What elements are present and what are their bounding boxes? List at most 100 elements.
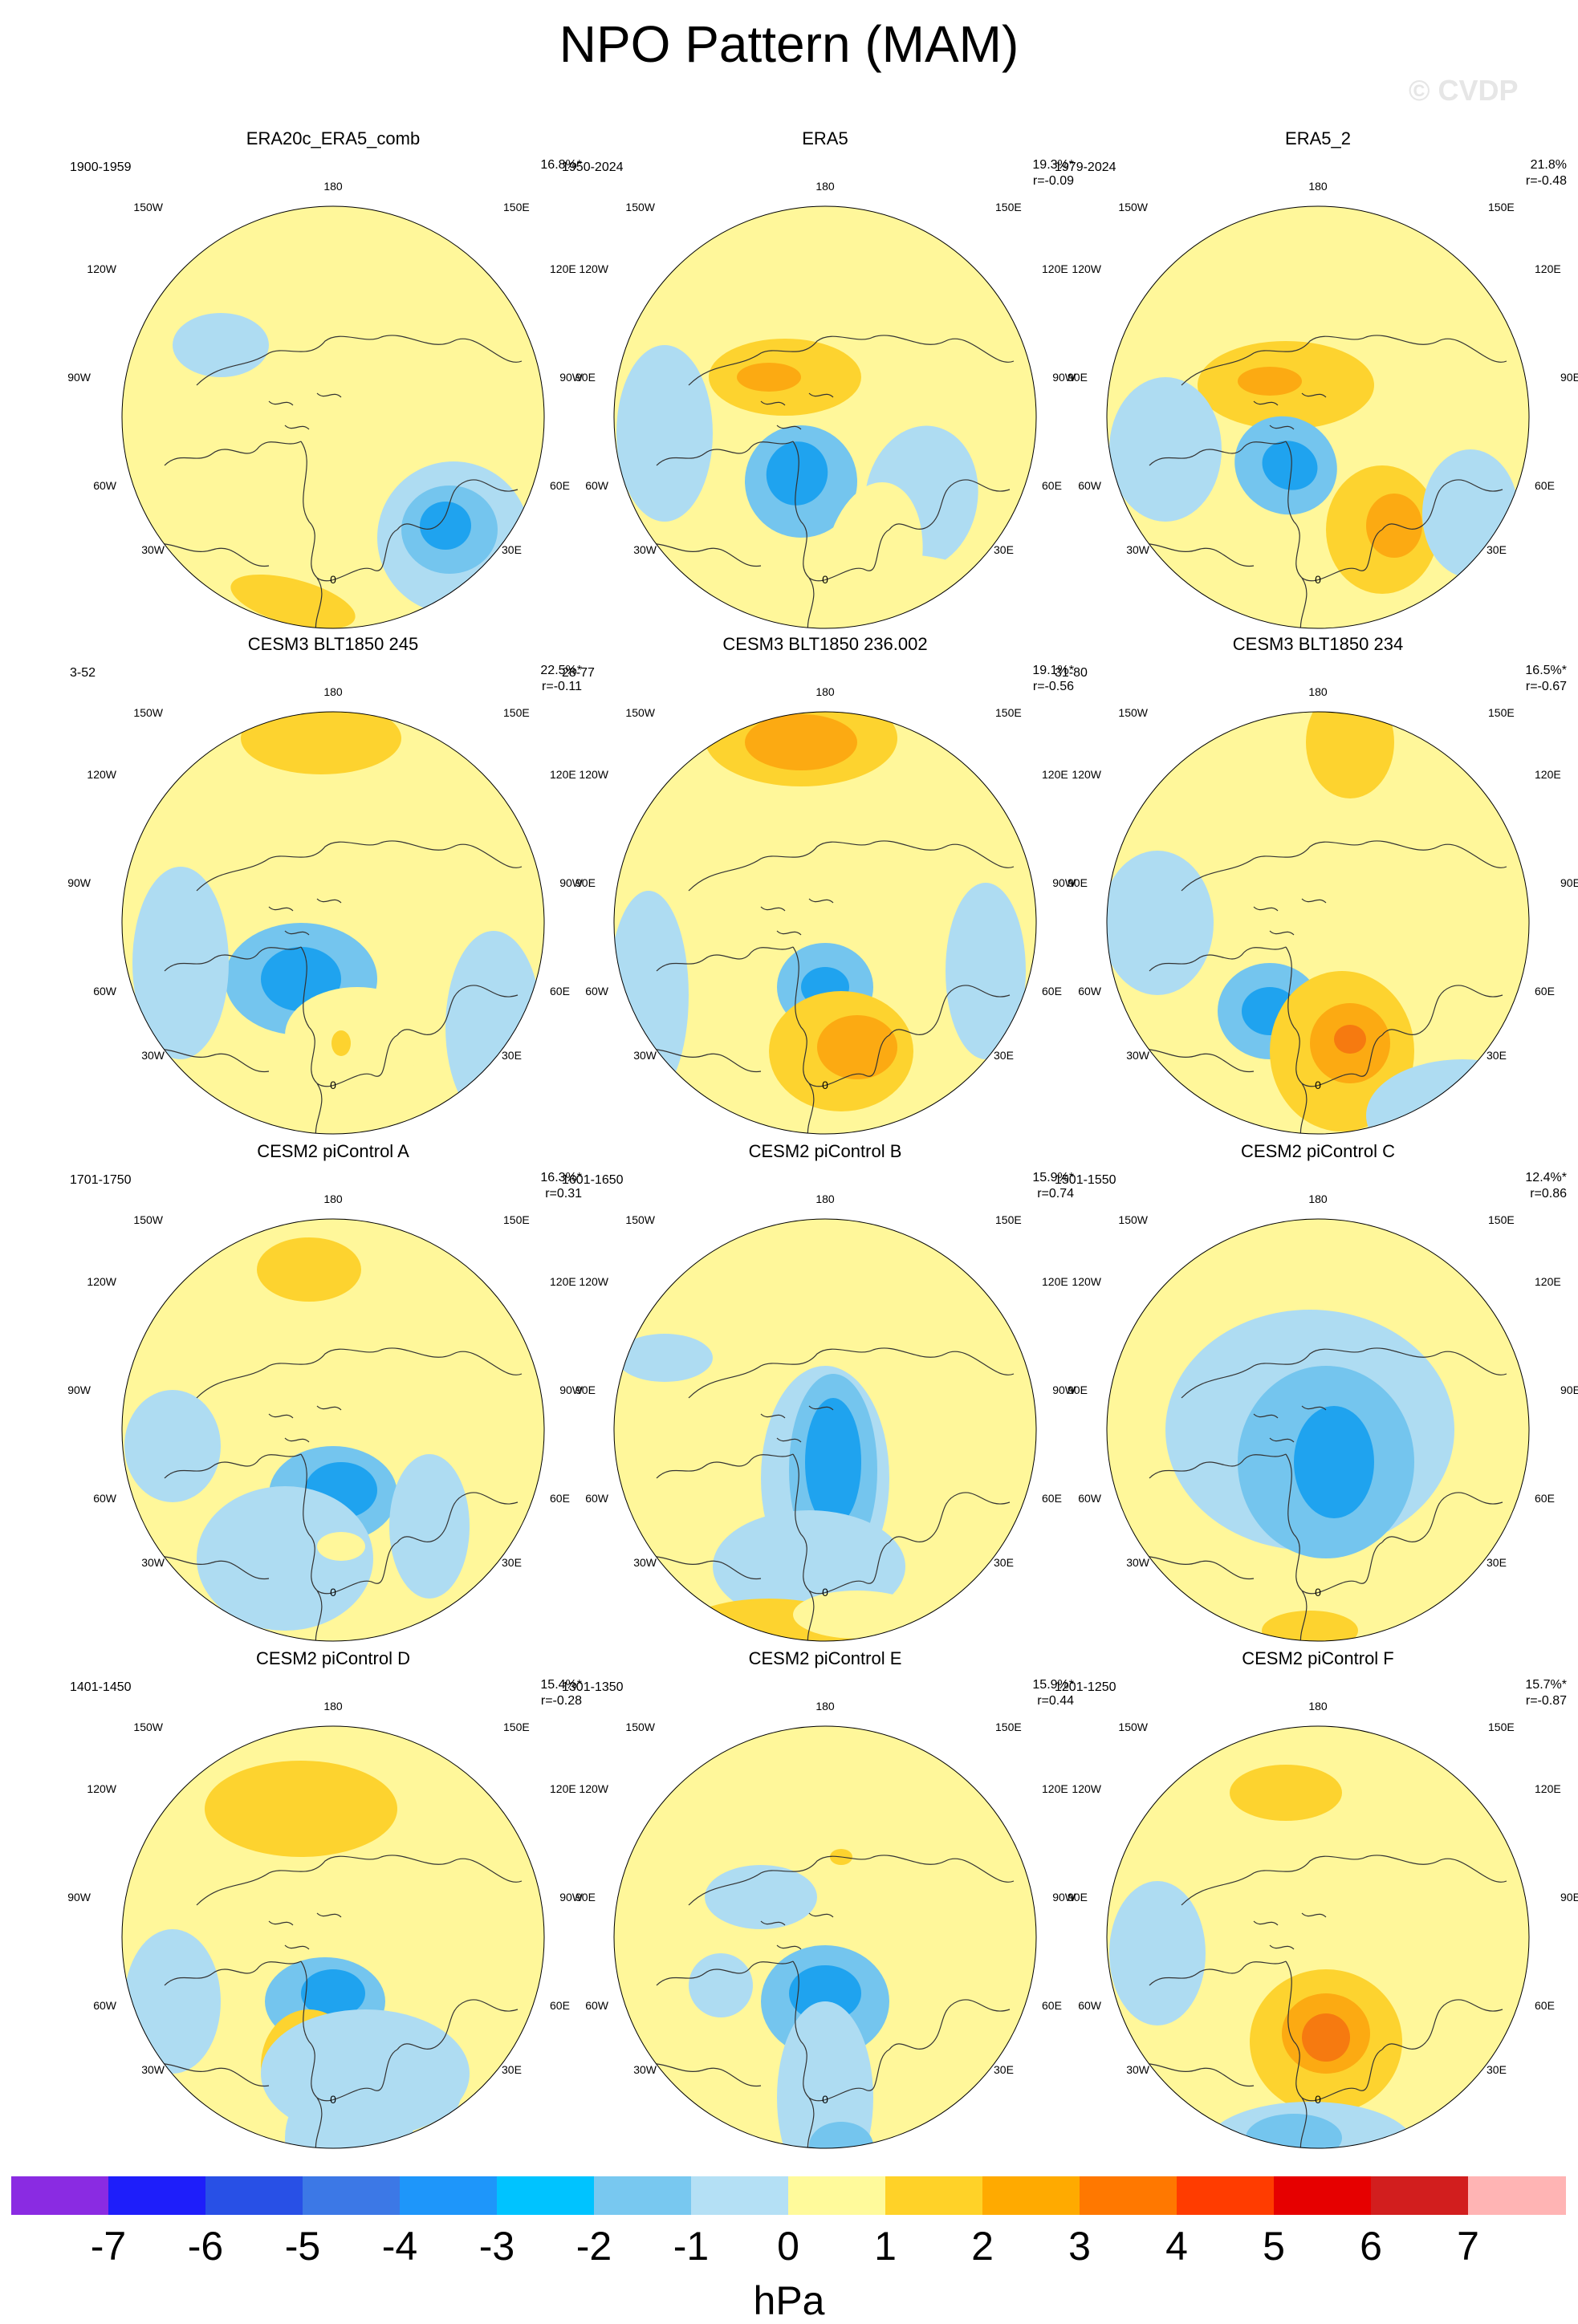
map-panel: ERA5 1950-2024 19.3%* r=-0.09 180 150W 150E 120… bbox=[559, 128, 1088, 666]
longitude-label: 150W bbox=[133, 1721, 163, 1733]
anomaly-contour bbox=[789, 1965, 861, 2021]
longitude-label: 150W bbox=[1118, 706, 1148, 719]
longitude-label: 0 bbox=[1315, 573, 1321, 586]
longitude-label: 120E bbox=[550, 262, 576, 275]
longitude-label: 120E bbox=[1535, 768, 1561, 781]
coastline bbox=[196, 335, 523, 386]
longitude-label: 60W bbox=[93, 1492, 116, 1505]
longitude-label: 90W bbox=[559, 371, 583, 384]
coastline bbox=[656, 946, 794, 972]
panel-stats: 19.3%* r=-0.09 bbox=[1032, 157, 1074, 189]
longitude-label: 30E bbox=[502, 1556, 522, 1569]
polar-map bbox=[1106, 711, 1530, 1135]
panel-stats: 15.9%* r=0.74 bbox=[1032, 1170, 1074, 1202]
colorbar-swatch bbox=[205, 2176, 303, 2215]
anomaly-contour bbox=[616, 345, 713, 522]
colorbar-tick-label: -6 bbox=[187, 2224, 224, 2269]
longitude-label: 120W bbox=[87, 1782, 116, 1795]
longitude-label: 90W bbox=[559, 876, 583, 889]
coastline bbox=[1381, 1999, 1503, 2050]
longitude-label: 30W bbox=[141, 2063, 165, 2076]
panel-title: CESM2 piControl C bbox=[1241, 1141, 1395, 1161]
longitude-label: 60E bbox=[1535, 1492, 1555, 1505]
longitude-label: 30W bbox=[141, 1556, 165, 1569]
longitude-label: 180 bbox=[1308, 1700, 1328, 1713]
longitude-label: 60W bbox=[585, 985, 608, 997]
coastline bbox=[640, 543, 762, 567]
colorbar-swatch bbox=[303, 2176, 401, 2215]
colorbar-swatch bbox=[108, 2176, 206, 2215]
panel-period: 1501-1550 bbox=[1055, 1173, 1116, 1187]
longitude-label: 180 bbox=[815, 1700, 835, 1713]
longitude-label: 180 bbox=[323, 685, 343, 698]
longitude-label: 150E bbox=[995, 201, 1022, 213]
map-border bbox=[1106, 1218, 1530, 1642]
panel-correlation: r=-0.48 bbox=[1525, 174, 1567, 188]
anomaly-contour bbox=[946, 883, 1026, 1059]
longitude-label: 150W bbox=[133, 201, 163, 213]
polar-map bbox=[613, 1725, 1037, 2149]
panel-stats: 12.4%* r=0.86 bbox=[1525, 1170, 1567, 1202]
panel-stats: 16.3%* r=0.31 bbox=[540, 1170, 582, 1202]
map-panel: CESM2 piControl C 1501-1550 12.4%* r=0.86 18… bbox=[1052, 1141, 1578, 1679]
coastline bbox=[1285, 946, 1383, 1087]
page-title: NPO Pattern (MAM) bbox=[559, 15, 1019, 73]
anomaly-contour bbox=[453, 385, 470, 401]
longitude-label: 0 bbox=[822, 2093, 828, 2106]
longitude-label: 90W bbox=[559, 1383, 583, 1396]
longitude-label: 150E bbox=[1488, 1721, 1515, 1733]
longitude-label: 90E bbox=[1068, 1383, 1088, 1396]
coastline bbox=[397, 1492, 519, 1543]
coastline bbox=[1285, 441, 1383, 582]
longitude-label: 120E bbox=[550, 1782, 576, 1795]
watermark: © CVDP bbox=[1409, 74, 1519, 107]
longitude-label: 0 bbox=[1315, 1079, 1321, 1091]
polar-map bbox=[121, 205, 545, 629]
anomaly-contour bbox=[124, 1390, 221, 1502]
longitude-label: 0 bbox=[1315, 2093, 1321, 2106]
map-panel: CESM3 BLT1850 245 3-52 22.5%* r=-0.11 180 150… bbox=[67, 634, 596, 1172]
longitude-label: 90W bbox=[67, 371, 91, 384]
coastline bbox=[1299, 1590, 1447, 1641]
longitude-label: 60E bbox=[1042, 1999, 1062, 2012]
coastline bbox=[760, 392, 834, 430]
panel-title: ERA20c_ERA5_comb bbox=[246, 128, 421, 148]
longitude-label: 180 bbox=[815, 685, 835, 698]
longitude-label: 60W bbox=[93, 1999, 116, 2012]
longitude-label: 30W bbox=[1126, 1049, 1149, 1062]
longitude-label: 90W bbox=[67, 1891, 91, 1903]
map-border bbox=[1106, 1725, 1530, 2149]
coastline bbox=[1149, 1960, 1287, 1986]
map-border bbox=[613, 1725, 1037, 2149]
coastline bbox=[688, 840, 1015, 892]
panel-title: CESM2 piControl E bbox=[748, 1648, 902, 1668]
panel-period: 1601-1650 bbox=[562, 1173, 624, 1187]
map-border bbox=[121, 1218, 545, 1642]
anomaly-contour bbox=[824, 481, 923, 628]
coastline bbox=[640, 1556, 762, 1579]
colorbar-swatch bbox=[788, 2176, 886, 2215]
colorbar-tick-label: 5 bbox=[1263, 2224, 1285, 2269]
coastline bbox=[1181, 1347, 1507, 1399]
panel-title: ERA5 bbox=[802, 128, 848, 148]
longitude-label: 60E bbox=[550, 479, 570, 492]
anomaly-contour bbox=[510, 369, 526, 401]
coastline bbox=[315, 1590, 462, 1641]
coastline bbox=[1149, 1453, 1287, 1479]
longitude-label: 90E bbox=[575, 1891, 596, 1903]
polar-map bbox=[613, 1218, 1037, 1642]
map-border bbox=[1106, 711, 1530, 1135]
anomaly-contour bbox=[317, 1532, 365, 1561]
panel-correlation: r=-0.09 bbox=[1032, 174, 1074, 188]
colorbar bbox=[11, 2176, 1566, 2215]
map-border bbox=[121, 205, 545, 629]
panel-stats: 16.8%* bbox=[540, 157, 582, 173]
coastline bbox=[1285, 1453, 1383, 1595]
longitude-label: 30E bbox=[1486, 1049, 1507, 1062]
panel-percent-variance: 21.8% bbox=[1530, 158, 1567, 172]
longitude-label: 180 bbox=[1308, 1192, 1328, 1205]
longitude-label: 30E bbox=[502, 1049, 522, 1062]
longitude-label: 120E bbox=[1042, 1782, 1068, 1795]
colorbar-swatch bbox=[1274, 2176, 1372, 2215]
longitude-label: 90W bbox=[1052, 876, 1076, 889]
